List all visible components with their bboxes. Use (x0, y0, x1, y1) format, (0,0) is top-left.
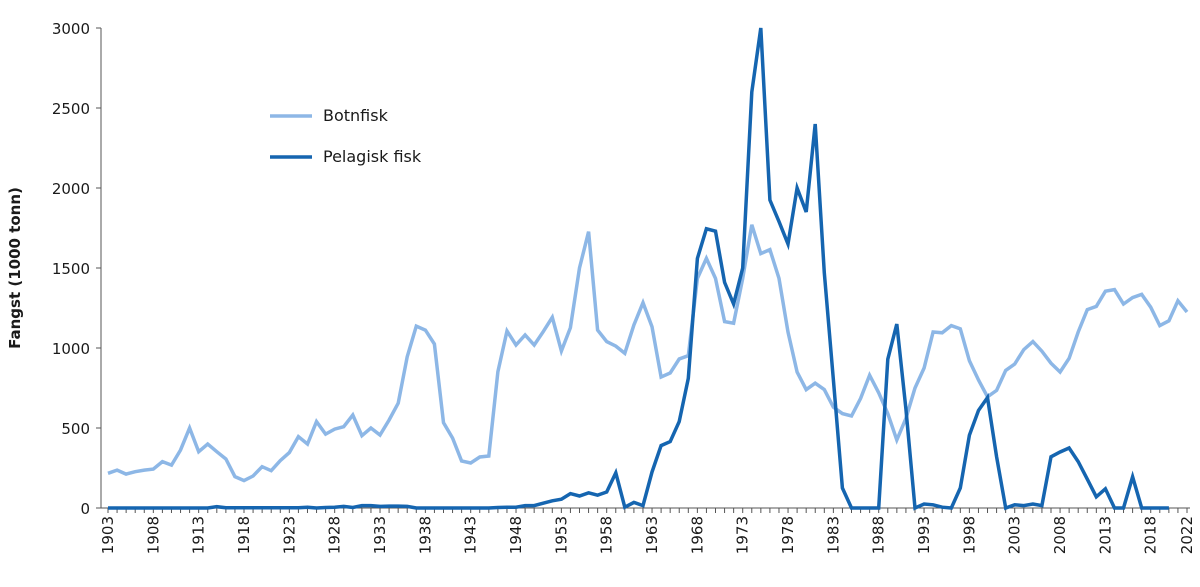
x-tick-label: 2008 (1051, 516, 1069, 554)
x-tick-label: 1913 (190, 516, 208, 554)
y-axis-label: Fangst (1000 tonn) (6, 187, 24, 349)
x-tick-label: 2013 (1096, 516, 1114, 554)
x-tick-label: 1953 (552, 516, 570, 554)
x-tick-label: 1983 (824, 516, 842, 554)
x-tick-label: 1963 (643, 516, 661, 554)
x-tick-label: 1943 (462, 516, 480, 554)
x-tick-label: 1923 (280, 516, 298, 554)
y-tick-label: 2000 (52, 180, 90, 198)
y-tick-label: 1500 (52, 260, 90, 278)
x-tick-label: 2003 (1006, 516, 1024, 554)
x-tick-label: 1933 (371, 516, 389, 554)
x-tick-label: 1998 (960, 516, 978, 554)
x-tick-label: 1988 (870, 516, 888, 554)
x-tick-label: 1938 (416, 516, 434, 554)
x-tick-label: 1958 (598, 516, 616, 554)
x-tick-label: 1903 (99, 516, 117, 554)
legend-label-botnfisk: Botnfisk (323, 106, 389, 125)
x-tick-label: 2022 (1178, 516, 1196, 554)
y-tick-label: 500 (61, 420, 90, 438)
series-line-botnfisk (107, 224, 1189, 483)
y-tick-label: 0 (80, 500, 90, 518)
x-tick-label: 1978 (779, 516, 797, 554)
x-tick-label: 1918 (235, 516, 253, 554)
x-tick-label: 2018 (1142, 516, 1160, 554)
series-lines (107, 27, 1189, 511)
x-tick-label: 1993 (915, 516, 933, 554)
y-tick-label: 1000 (52, 340, 90, 358)
series-line-pelagisk-fisk (108, 27, 1169, 511)
y-tick-label: 3000 (52, 20, 90, 38)
x-tick-label: 1948 (507, 516, 525, 554)
x-tick-label: 1973 (734, 516, 752, 554)
y-tick-label: 2500 (52, 100, 90, 118)
legend: Botnfisk Pelagisk fisk (270, 106, 422, 166)
x-tick-label: 1908 (144, 516, 162, 554)
x-axis: 1903 1908 1913 1918 1923 1928 1933 1938 1943 1948… (99, 507, 1196, 554)
x-tick-label: 1968 (688, 516, 706, 554)
legend-label-pelagisk-fisk: Pelagisk fisk (323, 147, 422, 166)
x-tick-label: 1928 (326, 516, 344, 554)
y-axis: 0 500 1000 1500 2000 2500 3000 (52, 20, 102, 518)
